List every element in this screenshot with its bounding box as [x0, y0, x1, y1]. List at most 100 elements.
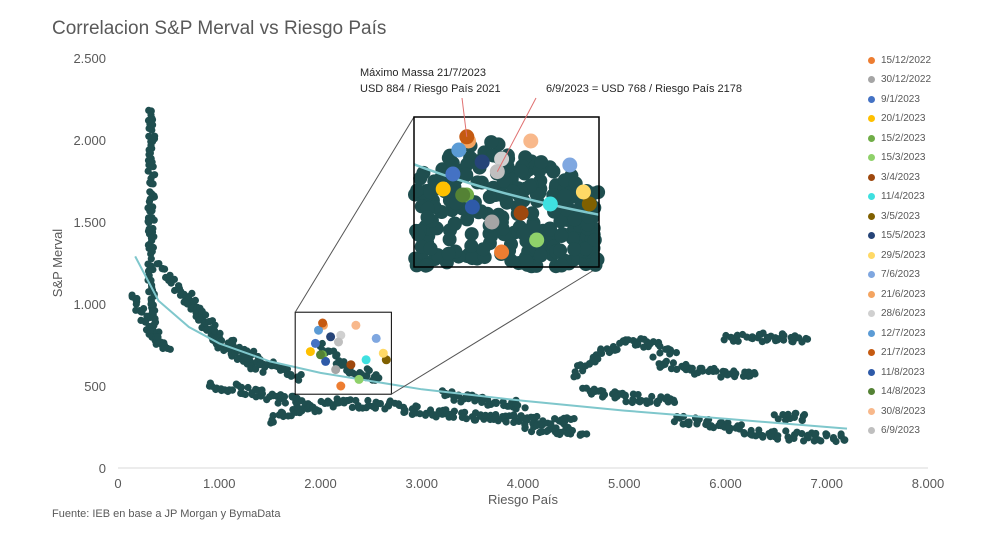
history-point [557, 428, 565, 436]
history-point [146, 327, 154, 335]
history-point [613, 346, 621, 354]
inset-trend-line [413, 163, 600, 216]
history-point [206, 379, 214, 387]
legend-marker [868, 329, 875, 337]
history-point [163, 344, 172, 352]
inset-history-point [464, 227, 479, 242]
history-point [280, 393, 289, 401]
legend-item: 15/2/2023 [868, 130, 926, 146]
inset-highlight-point [459, 129, 475, 145]
inset-history-point [484, 229, 499, 244]
inset-highlight-point [542, 196, 558, 212]
history-point [600, 391, 609, 399]
inset-history-point [423, 241, 438, 256]
legend-label: 11/8/2023 [881, 366, 925, 378]
history-point [278, 409, 287, 417]
history-point [145, 124, 153, 132]
legend-item: 14/8/2023 [868, 384, 926, 400]
inset-history-point [484, 135, 499, 150]
inset-history-point [546, 164, 561, 179]
inset-history-point [567, 212, 582, 227]
inset-history-point [567, 242, 582, 257]
history-point [822, 432, 831, 440]
legend-marker [868, 95, 875, 103]
history-point [269, 412, 277, 420]
history-point [656, 342, 664, 350]
history-point [656, 349, 664, 357]
history-point [784, 410, 792, 418]
legend-item: 9/1/2023 [868, 91, 920, 107]
history-point [362, 404, 370, 412]
legend-marker [868, 368, 875, 376]
history-point [237, 384, 245, 392]
annotation-6-9-2023: 6/9/2023 = USD 768 / Riesgo País 2178 [546, 83, 742, 95]
history-point [740, 429, 748, 437]
history-point [356, 369, 364, 377]
x-tick-label: 0 [114, 476, 121, 491]
history-point [521, 421, 529, 429]
legend-marker [868, 290, 875, 298]
history-point [147, 300, 155, 308]
inset-history-point [543, 222, 558, 237]
history-point [348, 403, 356, 411]
inset-history-point [557, 188, 572, 203]
legend-item: 15/3/2023 [868, 150, 926, 166]
highlight-point [354, 374, 364, 384]
inset-highlight-point [529, 232, 545, 248]
legend-item: 29/5/2023 [868, 247, 926, 263]
inset-history-point [476, 242, 491, 257]
legend-label: 21/6/2023 [881, 288, 926, 300]
history-point [800, 411, 809, 419]
history-point [154, 333, 162, 341]
inset-highlight-point [455, 187, 471, 203]
legend-item: 7/6/2023 [868, 267, 920, 283]
zoom-connector-line [391, 266, 600, 395]
annotation-arrow [496, 97, 537, 172]
legend-label: 20/1/2023 [881, 113, 926, 124]
history-point [803, 335, 812, 343]
legend-marker [868, 115, 875, 122]
inset-history-point [441, 246, 456, 261]
inset-history-point [423, 185, 438, 200]
history-point [514, 401, 522, 409]
y-axis-ticks: 0 500 1.000 1.500 2.000 2.500 [73, 51, 106, 476]
legend-item: 21/6/2023 [868, 286, 926, 302]
history-point [583, 430, 591, 438]
highlight-point [346, 360, 356, 370]
x-tick-label: 2.000 [304, 476, 337, 491]
legend-item: 21/7/2023 [868, 345, 926, 361]
legend-marker [868, 154, 875, 161]
history-point [185, 293, 193, 301]
history-point [144, 217, 152, 225]
history-point [244, 383, 252, 392]
history-point [228, 386, 236, 394]
legend-label: 15/5/2023 [881, 230, 926, 241]
history-point [732, 370, 740, 378]
highlight-point [316, 350, 325, 360]
y-tick-label: 2.500 [73, 51, 106, 66]
inset-history-point [482, 190, 497, 204]
history-point [629, 395, 637, 404]
inset-history-point [533, 248, 548, 263]
history-point [227, 340, 235, 348]
legend-marker [868, 310, 875, 317]
history-point [363, 372, 371, 380]
history-point [649, 353, 657, 361]
history-point [317, 397, 325, 406]
legend-label: 9/1/2023 [881, 93, 920, 105]
highlight-point [378, 348, 388, 358]
history-point [158, 265, 166, 273]
inset-border [413, 116, 600, 268]
inset-highlight-point [445, 166, 461, 182]
x-tick-label: 1.000 [203, 476, 236, 491]
inset-history-point [554, 229, 569, 243]
history-point [344, 396, 352, 405]
y-axis-title: S&P Merval [50, 229, 65, 298]
history-point [804, 431, 812, 439]
history-point [138, 308, 146, 316]
history-point [791, 409, 799, 418]
y-tick-label: 500 [84, 379, 106, 394]
highlight-point [371, 333, 381, 343]
history-point [688, 364, 696, 372]
history-point [536, 421, 544, 429]
